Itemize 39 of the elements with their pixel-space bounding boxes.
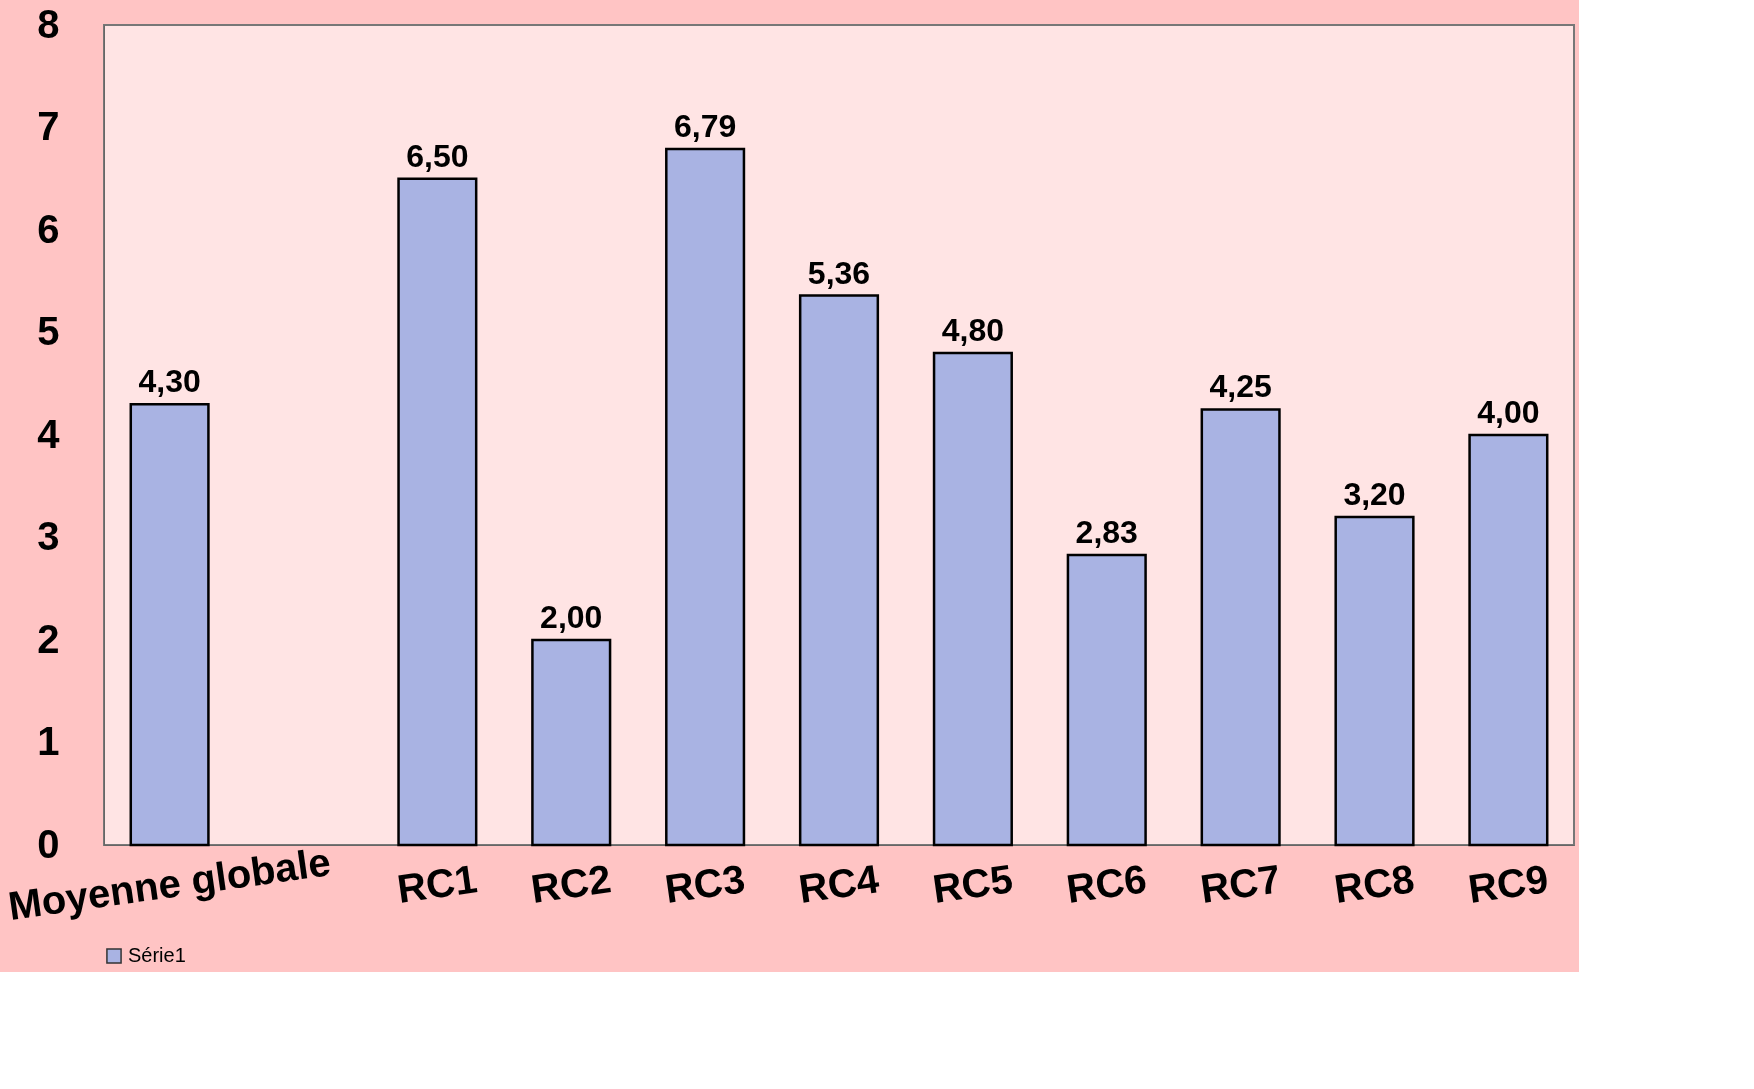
data-label: 2,00 [540,599,603,635]
x-tick-label: RC2 [528,856,614,911]
data-label: 5,36 [807,254,871,291]
data-label: 6,79 [673,108,737,145]
y-tick-label: 2 [37,616,60,661]
bar [1200,408,1281,847]
y-tick-label: 7 [37,104,60,148]
bar [932,351,1013,847]
data-label: 4,00 [1477,394,1540,430]
x-tick-label: RC4 [796,856,883,911]
x-tick-label: RC3 [662,856,748,911]
bar [1468,433,1549,847]
y-tick-label: 1 [37,719,60,763]
bar [798,294,880,847]
x-tick-label: RC6 [1063,856,1150,911]
data-label: 2,83 [1075,513,1138,550]
y-tick-label: 8 [37,1,60,46]
y-tick-label: 5 [37,309,60,353]
bar [1066,553,1147,847]
bar [1334,515,1415,847]
x-tick-label: RC8 [1331,856,1417,911]
data-label: 6,50 [406,137,469,174]
x-tick-label: RC9 [1465,856,1551,911]
bar [397,177,478,847]
y-tick-label: 4 [37,411,61,456]
bar [531,638,612,847]
y-tick-label: 6 [37,206,60,251]
x-tick-label: RC7 [1197,856,1284,911]
y-tick-label: 0 [37,821,60,866]
bar [129,403,210,847]
data-label: 4,25 [1209,368,1272,405]
x-tick-label: RC5 [929,856,1016,911]
data-label: 3,20 [1343,476,1406,512]
legend-label: Série1 [128,944,186,966]
y-tick-label: 3 [37,514,60,558]
x-tick-label: RC1 [394,856,480,911]
bar [665,147,746,847]
data-label: 4,30 [138,363,201,400]
data-label: 4,80 [941,312,1005,348]
